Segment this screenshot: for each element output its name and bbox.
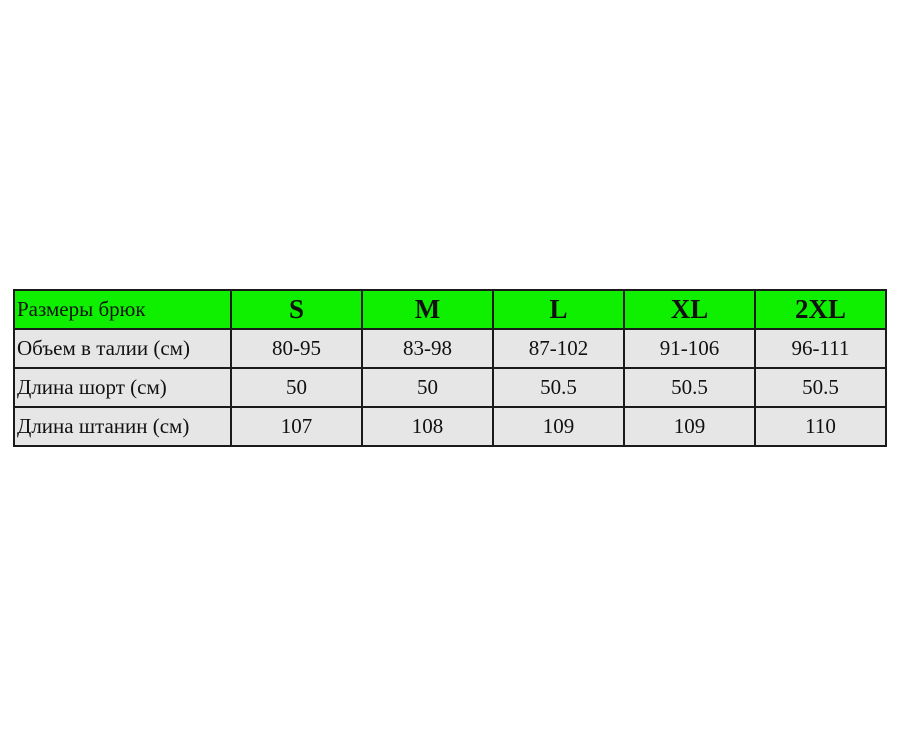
header-row: Размеры брюк S M L XL 2XL xyxy=(13,289,887,330)
cell: 91-106 xyxy=(623,328,756,369)
table-row: Длина шорт (см) 50 50 50.5 50.5 50.5 xyxy=(13,367,887,408)
row-label: Длина штанин (см) xyxy=(13,406,232,447)
table-row: Длина штанин (см) 107 108 109 109 110 xyxy=(13,406,887,447)
size-2xl: 2XL xyxy=(754,289,887,330)
cell: 50 xyxy=(230,367,363,408)
cell: 87-102 xyxy=(492,328,625,369)
cell: 109 xyxy=(623,406,756,447)
cell: 50 xyxy=(361,367,494,408)
size-chart-table: Размеры брюк S M L XL 2XL Объем в талии … xyxy=(13,289,887,447)
cell: 50.5 xyxy=(754,367,887,408)
size-s: S xyxy=(230,289,363,330)
cell: 50.5 xyxy=(623,367,756,408)
cell: 83-98 xyxy=(361,328,494,369)
header-label: Размеры брюк xyxy=(13,289,232,330)
cell: 109 xyxy=(492,406,625,447)
row-label: Длина шорт (см) xyxy=(13,367,232,408)
cell: 80-95 xyxy=(230,328,363,369)
cell: 108 xyxy=(361,406,494,447)
row-label: Объем в талии (см) xyxy=(13,328,232,369)
cell: 50.5 xyxy=(492,367,625,408)
cell: 110 xyxy=(754,406,887,447)
size-l: L xyxy=(492,289,625,330)
size-xl: XL xyxy=(623,289,756,330)
table-row: Объем в талии (см) 80-95 83-98 87-102 91… xyxy=(13,328,887,369)
size-m: M xyxy=(361,289,494,330)
cell: 107 xyxy=(230,406,363,447)
cell: 96-111 xyxy=(754,328,887,369)
